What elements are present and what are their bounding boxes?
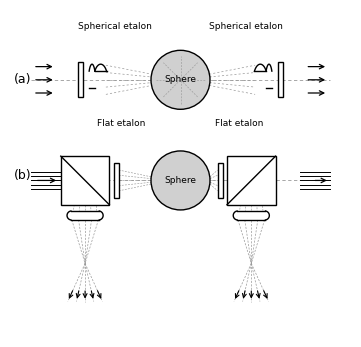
Circle shape [151, 151, 210, 210]
Bar [218, 163, 223, 198]
Text: (b): (b) [14, 169, 31, 182]
Text: Flat etalon: Flat etalon [97, 119, 146, 128]
Bar [61, 156, 109, 205]
Circle shape [151, 50, 210, 109]
Text: Sphere: Sphere [165, 176, 196, 185]
Bar [78, 62, 83, 97]
Bar [113, 163, 119, 198]
Text: Spherical etalon: Spherical etalon [209, 22, 283, 31]
Text: (a): (a) [14, 73, 31, 86]
Text: Flat etalon: Flat etalon [215, 119, 264, 128]
Text: Sphere: Sphere [165, 75, 196, 84]
Text: Spherical etalon: Spherical etalon [78, 22, 152, 31]
Bar [227, 156, 275, 205]
Bar [278, 62, 283, 97]
